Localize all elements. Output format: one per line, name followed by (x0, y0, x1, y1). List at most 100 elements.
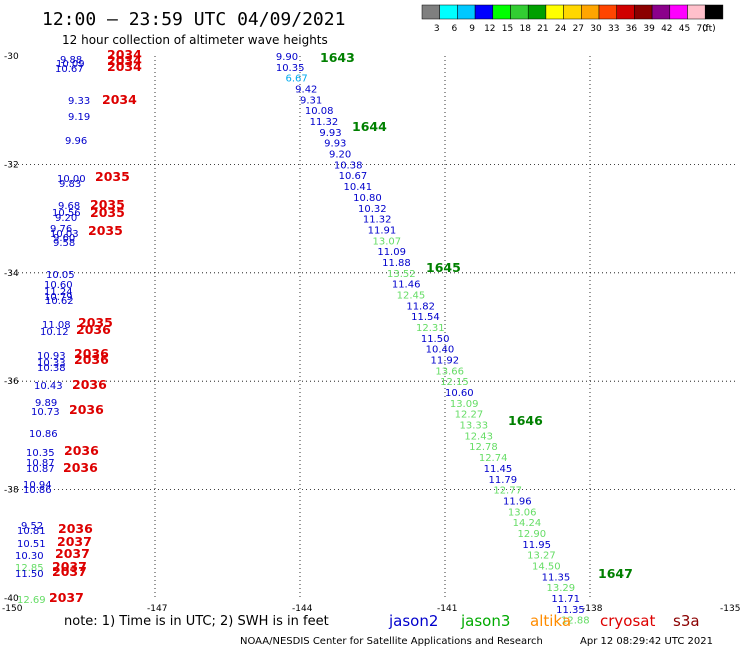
pass-number-label: 1647 (598, 566, 633, 581)
swh-value: 11.91 (368, 225, 397, 236)
swh-value: 9.93 (324, 139, 346, 150)
swh-value: 11.96 (503, 496, 532, 507)
colorbar-label: 30 (590, 24, 602, 34)
longitude-label: -135 (720, 604, 740, 614)
longitude-labels: -150 -147 -144 -141 -138 -135 (2, 604, 740, 614)
swh-value: 9.83 (59, 179, 81, 190)
swh-value: 11.54 (411, 312, 440, 323)
longitude-label: -138 (582, 604, 603, 614)
swh-value: 11.32 (363, 215, 392, 226)
swh-value: 10.60 (44, 280, 73, 291)
colorbar-swatch (510, 4, 529, 20)
latitude-label: -32 (4, 160, 19, 170)
pass-number-label: 2036 (69, 402, 104, 417)
pass-number-label: 2035 (88, 223, 123, 238)
swh-value: 10.40 (426, 345, 455, 356)
pass-number-label: 2037 (52, 564, 87, 579)
swh-value: 9.89 (35, 398, 57, 409)
pass-number-label: 1645 (426, 260, 461, 275)
colorbar-swatch (687, 4, 706, 20)
swh-value: 9.96 (65, 136, 87, 147)
colorbar-swatch (545, 4, 564, 20)
colorbar-swatch (704, 4, 724, 20)
latitude-label: -40 (4, 594, 19, 604)
swh-value: 10.35 (276, 63, 305, 74)
pass-number-label: 2035 (78, 315, 113, 330)
pass-number-label: 2035 (90, 205, 125, 220)
swh-value: 13.66 (435, 366, 464, 377)
swh-value: 11.50 (421, 334, 450, 345)
colorbar-label: 24 (555, 24, 567, 34)
colorbar-swatch (527, 4, 547, 20)
latitude-label: -34 (4, 269, 19, 279)
longitude-label: -147 (147, 604, 167, 614)
swh-value: 12.31 (416, 323, 445, 334)
swh-value: 12.74 (479, 453, 508, 464)
colorbar-label: 21 (537, 24, 548, 34)
swh-value: 10.30 (15, 551, 44, 562)
swh-value: 11.88 (382, 258, 411, 269)
note-text: note: 1) Time is in UTC; 2) SWH is in fe… (64, 614, 329, 629)
legend-s3a: s3a (673, 612, 700, 630)
colorbar-swatch (457, 4, 476, 20)
colorbar-swatch (616, 4, 635, 20)
swh-value: 9.20 (329, 150, 351, 161)
pass-number-label: 2034 (107, 47, 142, 62)
colorbar-label: 45 (679, 24, 690, 34)
swh-value: 11.45 (484, 464, 513, 475)
swh-value: 9.42 (295, 85, 317, 96)
colorbar-swatch (439, 4, 458, 20)
swh-value: 13.52 (387, 269, 416, 280)
swh-value: 10.32 (358, 204, 387, 215)
longitude-label: -141 (437, 604, 457, 614)
legend-jason3: jason3 (460, 612, 510, 630)
wave-height-colorbar: 3 6 9 12 15 18 21 24 27 30 33 36 39 42 45 70(ft) (421, 4, 724, 34)
swh-value: 10.41 (344, 182, 373, 193)
swh-value: 14.24 (513, 518, 542, 529)
latitude-label: -30 (4, 52, 19, 62)
swh-value: 14.50 (532, 561, 561, 572)
swh-value: 12.88 (561, 616, 590, 627)
swh-value: 10.08 (305, 106, 334, 117)
pass-number-label: 2036 (76, 322, 111, 337)
swh-value: 13.09 (450, 399, 479, 410)
colorbar-label: 33 (608, 24, 619, 34)
swh-value: 10.38 (37, 363, 66, 374)
main-track-values: 9.9010.356.679.429.3110.0811.329.939.939… (276, 52, 590, 627)
latitude-label: -38 (4, 486, 19, 496)
swh-value: 10.87 (26, 464, 55, 475)
swh-value: 10.80 (353, 193, 382, 204)
swh-value: 10.38 (334, 160, 363, 171)
swh-value: 9.31 (300, 95, 322, 106)
swh-value: 10.94 (23, 480, 52, 491)
colorbar-label: 15 (502, 24, 513, 34)
legend-cryosat: cryosat (600, 612, 655, 630)
swh-value: 10.67 (339, 171, 368, 182)
swh-value: 9.33 (68, 96, 90, 107)
swh-value: 9.52 (21, 521, 43, 532)
swh-value: 10.93 (37, 351, 66, 362)
swh-value: 13.27 (527, 551, 556, 562)
swh-value: 11.50 (15, 569, 44, 580)
swh-value: 10.35 (26, 448, 55, 459)
swh-value: 10.09 (56, 59, 85, 70)
swh-value: 9.58 (53, 238, 75, 249)
swh-value: 11.82 (406, 301, 435, 312)
swh-value: 11.32 (310, 117, 339, 128)
colorbar-swatch (421, 4, 440, 20)
pass-number-label: 2037 (55, 546, 90, 561)
swh-value: 12.69 (17, 595, 46, 606)
colorbar-swatch (634, 4, 653, 20)
colorbar-label: 9 (469, 24, 475, 34)
colorbar-label: 70 (696, 24, 708, 34)
swh-value: 10.05 (46, 270, 75, 281)
swh-value: 10.79 (44, 292, 73, 303)
swh-value: 11.71 (551, 594, 580, 605)
swh-value: 11.24 (44, 287, 73, 298)
swh-value: 10.60 (445, 388, 474, 399)
colorbar-label: 3 (434, 24, 440, 34)
colorbar-label: 42 (661, 24, 672, 34)
swh-value: 10.86 (23, 485, 52, 496)
swh-value: 11.35 (542, 572, 571, 583)
pass-number-label: 2036 (74, 346, 109, 361)
